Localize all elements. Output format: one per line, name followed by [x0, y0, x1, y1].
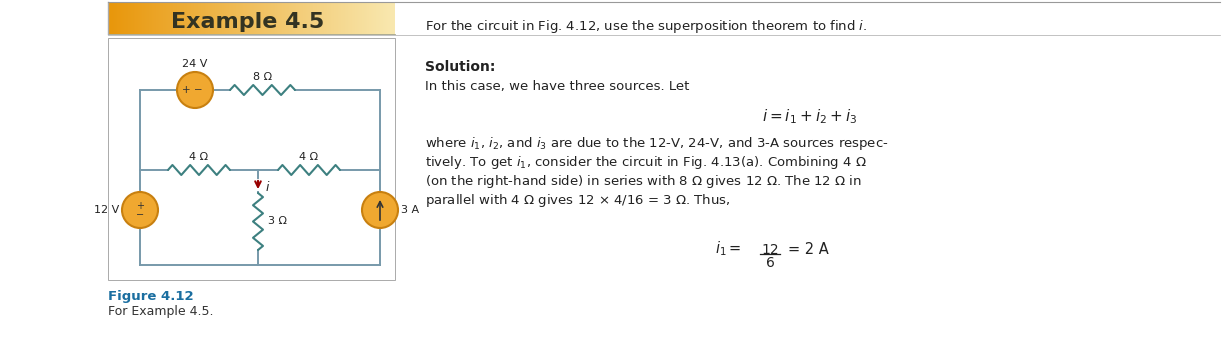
Text: 24 V: 24 V [182, 59, 208, 69]
Text: Figure 4.12: Figure 4.12 [108, 290, 193, 303]
Text: $i$: $i$ [265, 180, 271, 194]
Text: (on the right-hand side) in series with 8 $\Omega$ gives 12 $\Omega$. The 12 $\O: (on the right-hand side) in series with … [425, 173, 862, 190]
Text: 6: 6 [766, 256, 774, 270]
Circle shape [122, 192, 158, 228]
Text: 12 V: 12 V [94, 205, 119, 215]
Text: where $i_1$, $i_2$, and $i_3$ are due to the 12-V, 24-V, and 3-A sources respec-: where $i_1$, $i_2$, and $i_3$ are due to… [425, 135, 889, 152]
Text: 3 Ω: 3 Ω [268, 217, 287, 226]
Text: +: + [135, 201, 144, 211]
Text: + −: + − [182, 85, 202, 95]
Text: −: − [135, 210, 144, 220]
Text: 8 Ω: 8 Ω [252, 72, 272, 82]
Bar [108, 38, 395, 280]
Text: = 2 A: = 2 A [788, 241, 828, 256]
Text: $i = i_1 + i_2 + i_3$: $i = i_1 + i_2 + i_3$ [762, 107, 858, 126]
Circle shape [362, 192, 398, 228]
Text: In this case, we have three sources. Let: In this case, we have three sources. Let [425, 80, 689, 93]
Text: tively. To get $i_1$, consider the circuit in Fig. 4.13(a). Combining 4 $\Omega$: tively. To get $i_1$, consider the circu… [425, 154, 867, 171]
Text: parallel with 4 $\Omega$ gives 12 $\times$ 4/16 = 3 $\Omega$. Thus,: parallel with 4 $\Omega$ gives 12 $\time… [425, 192, 730, 209]
Circle shape [177, 72, 213, 108]
Text: Example 4.5: Example 4.5 [171, 12, 325, 32]
Text: 12: 12 [761, 243, 779, 257]
Text: Solution:: Solution: [425, 60, 495, 74]
Text: $i_1 =$: $i_1 =$ [715, 240, 742, 258]
Text: 4 Ω: 4 Ω [190, 152, 208, 162]
Text: 3 A: 3 A [401, 205, 419, 215]
Text: For the circuit in Fig. 4.12, use the superposition theorem to find $i$.: For the circuit in Fig. 4.12, use the su… [425, 18, 868, 35]
Text: For Example 4.5.: For Example 4.5. [108, 305, 213, 318]
Text: 4 Ω: 4 Ω [299, 152, 319, 162]
